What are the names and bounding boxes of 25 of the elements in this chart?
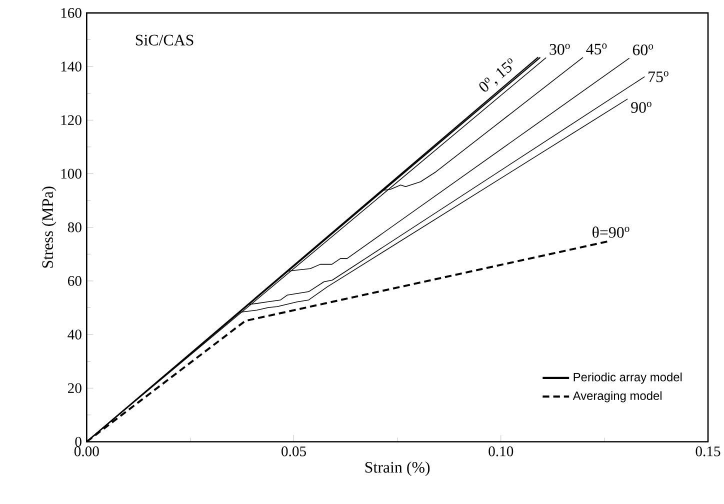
y-tick-label: 80 xyxy=(68,222,82,232)
x-axis-title: Strain (%) xyxy=(365,461,430,476)
y-tick-label: 40 xyxy=(68,330,82,340)
legend-label: Averaging model xyxy=(572,391,662,402)
annotation: SiC/CAS xyxy=(136,34,194,46)
legend-label: Periodic array model xyxy=(574,372,682,384)
y-tick-label: 20 xyxy=(68,383,82,394)
x-tick-label: 0.10 xyxy=(488,446,514,456)
y-tick-label: 160 xyxy=(61,8,82,18)
y-tick-label: 0 xyxy=(75,436,82,447)
annotation: θ=90$^{o}$ xyxy=(592,226,630,238)
x-tick-label: 0.00 xyxy=(74,446,99,456)
y-tick-label: 100 xyxy=(61,168,82,179)
annotation: 0$^{o}$, 15$^{o}$ xyxy=(479,58,512,92)
y-tick-label: 140 xyxy=(61,62,82,72)
y-tick-label: 60 xyxy=(68,276,82,286)
annotation: 75$^{o}$ xyxy=(648,71,668,82)
annotation: 60$^{o}$ xyxy=(632,44,654,56)
annotation: 45$^{o}$ xyxy=(586,44,607,54)
annotation: 90$^{o}$ xyxy=(631,102,652,113)
y-tick-label: 120 xyxy=(61,115,82,126)
annotation: 30$^{o}$ xyxy=(550,44,570,55)
x-tick-label: 0.05 xyxy=(282,446,306,456)
y-axis-title: Stress (MPa) xyxy=(42,186,56,268)
x-tick-label: 0.15 xyxy=(696,446,720,456)
